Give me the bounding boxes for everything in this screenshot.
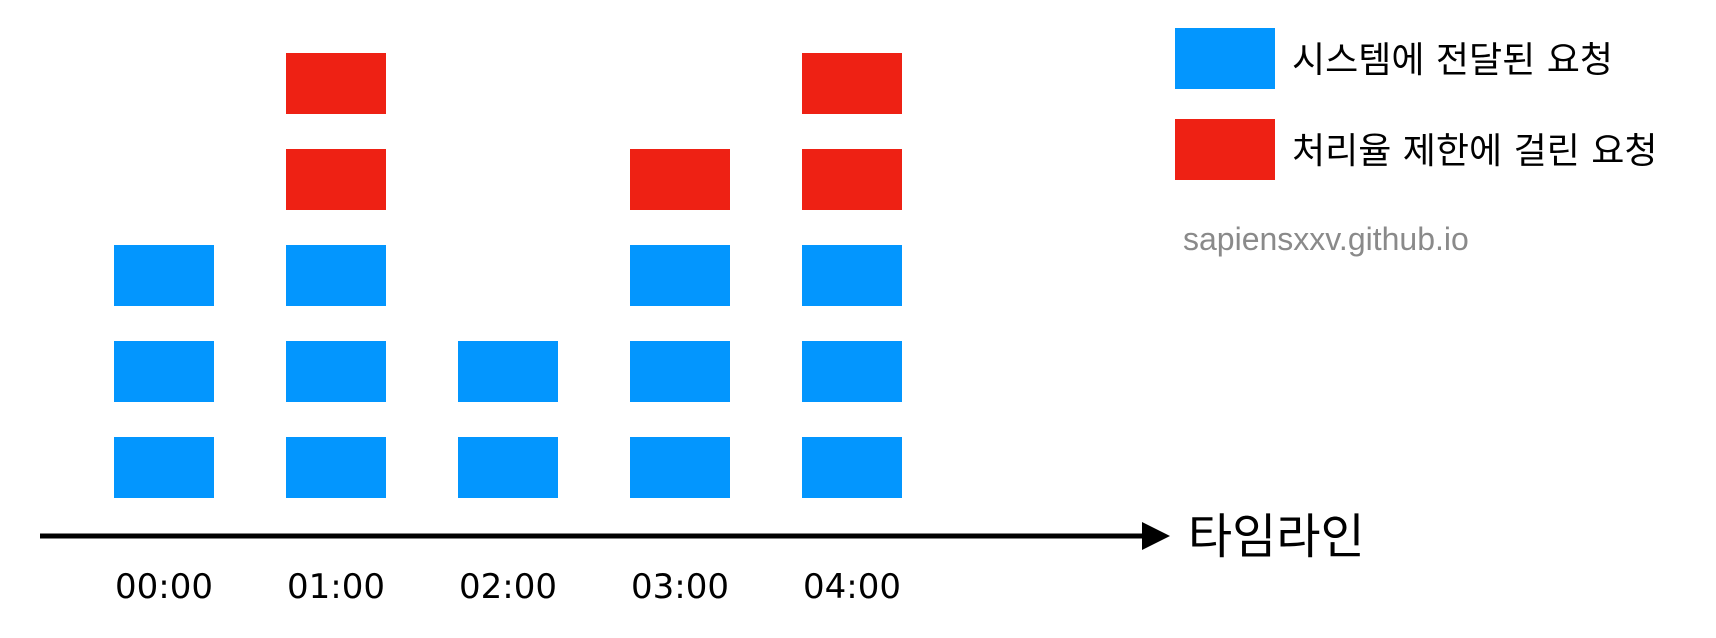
delivered-request-block [114, 341, 214, 402]
delivered-request-block [630, 245, 730, 306]
delivered-request-block [286, 245, 386, 306]
delivered-request-block [114, 245, 214, 306]
x-tick-label: 04:00 [803, 567, 901, 607]
x-axis-label: 타임라인 [1188, 509, 1365, 565]
x-tick-labels: 00:00 01:00 02:00 03:00 04:00 [115, 567, 901, 607]
delivered-request-block [458, 341, 558, 402]
delivered-request-block [114, 437, 214, 498]
delivered-request-block [802, 245, 902, 306]
delivered-request-block [286, 341, 386, 402]
legend-swatch-delivered [1175, 28, 1275, 89]
delivered-request-block [458, 437, 558, 498]
timeline-arrow-head [1142, 522, 1170, 550]
delivered-request-block [802, 437, 902, 498]
x-tick-label: 00:00 [115, 567, 213, 607]
delivered-request-block [630, 341, 730, 402]
legend-label-delivered: 시스템에 전달된 요청 [1292, 40, 1613, 81]
rate-limited-request-block [630, 149, 730, 210]
x-tick-label: 01:00 [287, 567, 385, 607]
x-tick-label: 03:00 [631, 567, 729, 607]
delivered-request-block [630, 437, 730, 498]
x-tick-label: 02:00 [459, 567, 557, 607]
delivered-request-block [286, 437, 386, 498]
legend: 시스템에 전달된 요청 처리율 제한에 걸린 요청 [1175, 28, 1658, 180]
watermark-text: sapiensxxv.github.io [1183, 221, 1469, 257]
bar-blocks [114, 53, 902, 498]
rate-limited-request-block [802, 53, 902, 114]
rate-limited-request-block [286, 53, 386, 114]
legend-swatch-rate-limited [1175, 119, 1275, 180]
legend-label-rate-limited: 처리율 제한에 걸린 요청 [1292, 131, 1658, 172]
delivered-request-block [802, 341, 902, 402]
rate-limited-request-block [286, 149, 386, 210]
rate-limited-request-block [802, 149, 902, 210]
